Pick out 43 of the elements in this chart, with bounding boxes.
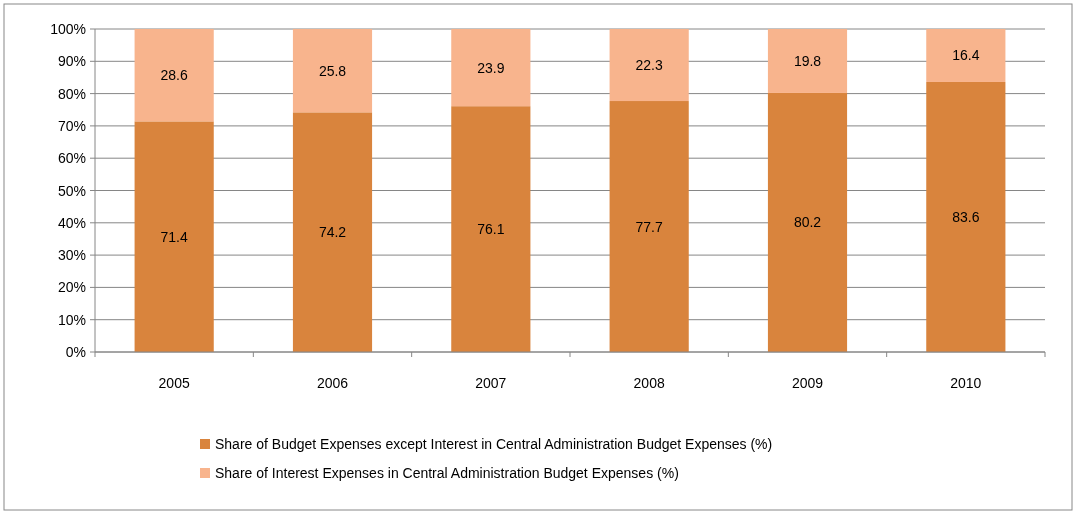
data-label: 22.3 <box>635 57 663 74</box>
legend-label: Share of Budget Expenses except Interest in Central Administration Budget Expenses (%) <box>215 436 773 452</box>
bar <box>767 29 848 93</box>
data-label: 74.2 <box>318 224 347 241</box>
legend-label: Share of Interest Expenses in Central Administration Budget Expenses (%) <box>215 465 679 481</box>
data-label: 28.6 <box>160 67 188 84</box>
bar <box>609 29 689 102</box>
bar <box>609 101 689 352</box>
data-label: 76.1 <box>477 221 505 238</box>
y-tick-label: 90% <box>57 53 86 70</box>
data-label: 25.8 <box>318 62 347 79</box>
bar <box>767 92 848 352</box>
x-tick-label: 2005 <box>158 375 190 391</box>
bar <box>451 29 531 107</box>
x-tick-label: 2009 <box>791 375 824 391</box>
y-tick-label: 80% <box>57 85 86 102</box>
data-label: 19.8 <box>793 52 822 69</box>
data-label: 80.2 <box>793 214 822 231</box>
y-tick-label: 20% <box>57 279 86 296</box>
data-label: 77.7 <box>635 218 663 235</box>
x-tick-label: 2006 <box>316 375 349 391</box>
y-tick-label: 70% <box>57 117 86 134</box>
bar <box>451 106 531 352</box>
y-tick-label: 0% <box>65 344 86 360</box>
bar <box>292 112 373 352</box>
bar <box>134 29 214 122</box>
y-tick-label: 100% <box>50 21 86 37</box>
bar <box>292 29 373 113</box>
x-tick-label: 2008 <box>633 375 665 391</box>
y-tick-label: 30% <box>57 247 86 264</box>
bar <box>134 121 214 352</box>
x-tick-label: 2010 <box>950 375 982 391</box>
y-tick-label: 40% <box>57 214 86 231</box>
x-tick-label: 2007 <box>475 375 507 391</box>
y-tick-label: 50% <box>57 182 86 199</box>
data-label: 71.4 <box>160 228 188 245</box>
bar <box>926 29 1006 82</box>
y-tick-label: 10% <box>57 311 86 328</box>
data-label: 23.9 <box>477 59 505 76</box>
bar <box>926 81 1006 352</box>
y-tick-label: 60% <box>57 150 86 167</box>
data-label: 16.4 <box>952 47 980 64</box>
data-label: 83.6 <box>952 208 980 225</box>
